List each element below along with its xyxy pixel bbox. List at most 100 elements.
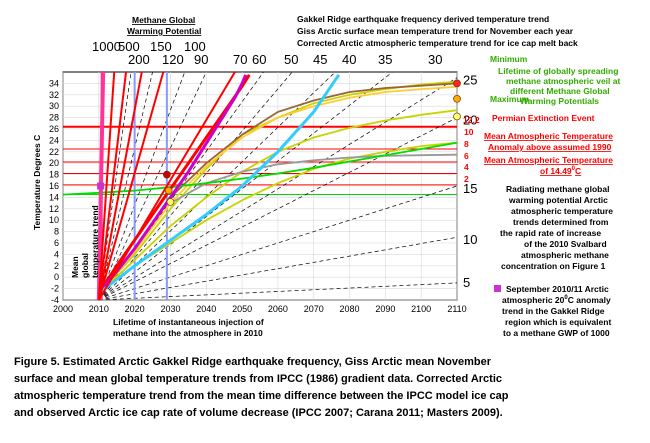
- y-tick-label: 18: [49, 170, 59, 180]
- gwp-ray-colored: [97, 72, 165, 300]
- mean-atm2-unit: C: [575, 166, 581, 176]
- x-tick-label: 2050: [232, 304, 252, 314]
- x-tick-label: 2000: [53, 304, 73, 314]
- y-tick-label: 0: [54, 272, 59, 282]
- mean-global-label-3: temperature trend: [90, 205, 100, 278]
- september-4: region which is equivalent: [505, 317, 611, 327]
- gwp-top-label: 90: [194, 52, 208, 67]
- mean-atm2-label-2: of 14.490C: [540, 166, 581, 176]
- gwp-top-label: 60: [252, 52, 266, 67]
- mean-atm-label-1: Mean Atmospheric Temperature: [484, 131, 613, 141]
- y-tick-label: 24: [49, 135, 59, 145]
- y-tick-label: 16: [49, 181, 59, 191]
- x-tick-label: 2060: [268, 304, 288, 314]
- series-line: [98, 85, 457, 294]
- x-tick-label: 2070: [304, 304, 324, 314]
- gwp-top-label: 1000: [92, 39, 121, 54]
- x-tick-label: 2100: [411, 304, 431, 314]
- radiating-2: warming potential Arctic: [508, 195, 608, 205]
- caption-line-2: surface and mean global temperature tren…: [14, 373, 502, 385]
- september-legend-marker: [494, 285, 501, 292]
- caption-line-1: Figure 5. Estimated Arctic Gakkel Ridge …: [14, 356, 492, 368]
- september-2b: C anomaly: [568, 295, 611, 305]
- gwp-ray: [98, 236, 458, 301]
- x-tick-label: 2010: [89, 304, 109, 314]
- gwp-right-label: 15: [463, 181, 477, 196]
- gwp-right-label: 20: [463, 112, 477, 127]
- gwp-ray: [98, 71, 186, 301]
- permian-label: Permian Extinction Event: [492, 113, 595, 123]
- series-line: [98, 141, 457, 294]
- x-tick-label: 2110: [447, 304, 466, 314]
- mean-atm2-value: of 14.49: [540, 166, 572, 176]
- series-marker: [166, 198, 175, 206]
- y-tick-label: 26: [49, 124, 59, 134]
- anomaly-value-4: 4: [464, 162, 469, 172]
- gwp-ray: [98, 77, 458, 301]
- gwp-right-label: 10: [463, 232, 477, 247]
- radiating-8: concentration on Figure 1: [501, 261, 606, 271]
- maximum-label: Maximum: [490, 94, 530, 104]
- series-marker: [453, 112, 461, 121]
- y-tick-label: -2: [51, 284, 59, 294]
- y-tick-label: 14: [49, 192, 59, 202]
- caption-line-4: and observed Arctic ice cap rate of volu…: [14, 407, 503, 419]
- gwp-ray-colored: [97, 72, 128, 300]
- radiating-1: Radiating methane global: [506, 184, 609, 194]
- anomaly-value-5: 2: [464, 174, 469, 184]
- x-tick-label: 2090: [375, 304, 395, 314]
- series-line: [97, 74, 248, 295]
- lifetime-bottom-1: Lifetime of instantaneous injection of: [113, 317, 264, 327]
- radiating-7: atmospheric methane: [521, 250, 609, 260]
- series-line: [170, 153, 457, 204]
- y-axis-label: Temperature Degrees C: [32, 135, 42, 230]
- radiating-4: trends determined from: [513, 217, 609, 227]
- lifetime-green-4: Warming Potentials: [520, 96, 599, 106]
- lifetime-green-2: methane atmospheric veil at: [506, 76, 620, 86]
- mean-atm2-label-1: Mean Atmospheric Temperature: [484, 155, 613, 165]
- mean-atm-label-2: Anomaly above assumed 1990: [488, 142, 612, 152]
- mean-global-label-1: Mean: [70, 256, 80, 278]
- lifetime-green-1: Lifetime of globally spreading: [498, 66, 618, 76]
- gwp-right-label: 5: [463, 275, 470, 290]
- title-line-3: Corrected Arctic atmospheric temperature…: [297, 38, 578, 48]
- series-marker: [453, 79, 461, 88]
- title-line-1: Gakkel Ridge earthquake frequency derive…: [297, 14, 549, 24]
- y-tick-label: 8: [54, 227, 59, 237]
- lifetime-green-3: different Methane Global: [510, 86, 610, 96]
- x-tick-label: 2020: [125, 304, 145, 314]
- mean-global-label-2: global: [80, 253, 90, 278]
- radiating-6: of the 2010 Svalbard: [524, 239, 607, 249]
- y-tick-label: 20: [49, 158, 59, 168]
- gwp-ray: [98, 282, 458, 301]
- y-tick-label: 10: [49, 215, 59, 225]
- y-tick-label: 2: [54, 261, 59, 271]
- y-tick-label: 28: [49, 113, 59, 123]
- anomaly-value-0: 12.2: [463, 115, 480, 125]
- gwp-ray: [98, 71, 393, 301]
- series-marker: [453, 94, 461, 103]
- gwp-top-label: 500: [118, 39, 140, 54]
- y-tick-label: 34: [49, 78, 59, 88]
- series-line: [97, 73, 341, 295]
- x-tick-label: 2080: [340, 304, 360, 314]
- september-2a: atmospheric 20: [502, 295, 565, 305]
- y-tick-label: -4: [51, 295, 59, 305]
- title-line-2: Giss Arctic surface mean temperature tre…: [297, 26, 574, 36]
- september-1: September 2010/11 Arctic: [506, 284, 609, 294]
- anomaly-value-3: 6: [464, 151, 469, 161]
- caption-line-3: atmospheric temperature trend from the m…: [14, 390, 509, 402]
- gwp-top-label: 100: [184, 39, 206, 54]
- anomaly-value-2: 8: [464, 139, 469, 149]
- y-tick-label: 12: [49, 204, 59, 214]
- gwp-top-label: 200: [128, 52, 150, 67]
- gwp-top-label: 40: [342, 52, 356, 67]
- series-marker: [164, 186, 173, 195]
- radiating-3: atmospheric temperature: [511, 206, 613, 216]
- gwp-ray: [98, 117, 458, 301]
- september-degree: 0: [564, 295, 568, 301]
- anomaly-value-1: 10: [464, 127, 474, 137]
